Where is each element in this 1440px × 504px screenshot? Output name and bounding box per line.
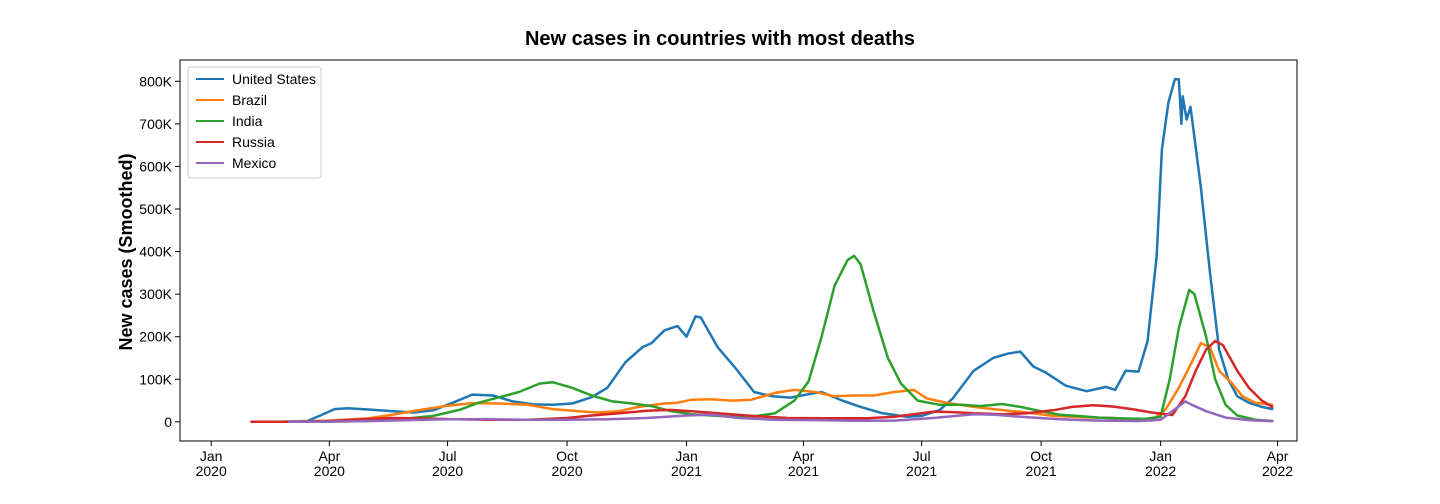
x-tick-label-year: 2022 — [1145, 463, 1176, 479]
legend-label-russia: Russia — [232, 134, 275, 150]
x-tick-label-month: Oct — [1030, 448, 1052, 464]
legend-label-united-states: United States — [232, 71, 316, 87]
y-tick-label: 500K — [139, 201, 172, 217]
y-tick-label: 100K — [139, 371, 172, 387]
y-tick-label: 300K — [139, 286, 172, 302]
y-axis-label: New cases (Smoothed) — [116, 153, 136, 350]
legend: United States Brazil India Russia Mexico — [187, 66, 322, 179]
x-tick-label-month: Jul — [913, 448, 931, 464]
legend-box — [187, 66, 322, 179]
x-tick-label-year: 2021 — [671, 463, 702, 479]
x-tick-label-month: Jan — [1149, 448, 1172, 464]
y-tick-label: 800K — [139, 73, 172, 89]
y-tick-label: 0 — [164, 414, 172, 430]
x-tick-label-year: 2021 — [1026, 463, 1057, 479]
x-tick-label-month: Jan — [675, 448, 698, 464]
x-tick-label-month: Apr — [1267, 448, 1289, 464]
x-tick-label-year: 2021 — [788, 463, 819, 479]
series-line-brazil — [287, 341, 1274, 424]
y-tick-label: 200K — [139, 329, 172, 345]
x-tick-label-year: 2021 — [906, 463, 937, 479]
x-tick-label-month: Apr — [318, 448, 340, 464]
x-tick-label-month: Apr — [793, 448, 815, 464]
series-layer — [250, 77, 1274, 424]
plot-frame — [179, 59, 1298, 442]
series-line-mexico — [287, 400, 1274, 424]
legend-label-mexico: Mexico — [232, 155, 277, 171]
chart-title: New cases in countries with most deaths — [525, 28, 915, 50]
x-tick-label-year: 2022 — [1262, 463, 1293, 479]
legend-label-india: India — [232, 113, 263, 129]
series-line-united-states — [277, 77, 1274, 424]
x-tick-label-month: Oct — [556, 448, 578, 464]
series-line-india — [287, 254, 1274, 424]
x-tick-label-year: 2020 — [196, 463, 227, 479]
x-tick-label-year: 2020 — [551, 463, 582, 479]
x-tick-label-month: Jul — [439, 448, 457, 464]
legend-label-brazil: Brazil — [232, 92, 267, 108]
y-tick-label: 600K — [139, 158, 172, 174]
x-tick-label-year: 2020 — [314, 463, 345, 479]
x-axis: Jan2020Apr2020Jul2020Oct2020Jan2021Apr20… — [196, 441, 1293, 479]
y-tick-label: 700K — [139, 116, 172, 132]
y-tick-label: 400K — [139, 244, 172, 260]
y-axis: 0 100K 200K 300K 400K 500K 600K 700K 800K — [139, 73, 180, 430]
x-tick-label-month: Jan — [200, 448, 223, 464]
x-tick-label-year: 2020 — [432, 463, 463, 479]
